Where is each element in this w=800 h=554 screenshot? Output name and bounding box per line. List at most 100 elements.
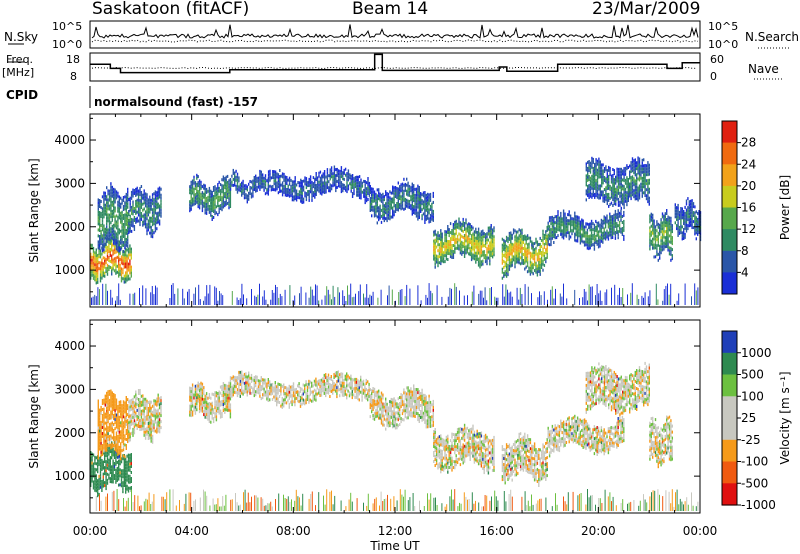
- noise-mark: [102, 283, 104, 305]
- echo-cell: [463, 222, 466, 225]
- echo-cell: [666, 245, 668, 248]
- echo-cell: [505, 238, 508, 242]
- echo-cell: [617, 170, 620, 174]
- echo-cell: [129, 253, 131, 257]
- echo-cell: [477, 239, 480, 243]
- echo-cell: [262, 185, 264, 189]
- echo-cell: [522, 262, 525, 265]
- echo-cell: [637, 171, 639, 175]
- echo-cell: [468, 237, 470, 241]
- echo-cell: [376, 215, 378, 219]
- noise-mark: [668, 294, 670, 305]
- echo-cell: [104, 227, 106, 231]
- echo-cell: [465, 233, 467, 237]
- echo-cell: [521, 261, 523, 265]
- echo-cell: [113, 196, 115, 200]
- echo-cell: [615, 193, 617, 197]
- echo-cell: [475, 245, 477, 249]
- echo-cell: [330, 169, 333, 173]
- echo-cell: [117, 420, 119, 423]
- echo-cell: [433, 239, 435, 243]
- echo-cell: [608, 186, 610, 190]
- echo-cell: [503, 238, 505, 242]
- echo-cell: [588, 235, 590, 239]
- echo-cell: [490, 245, 492, 248]
- echo-cell: [305, 186, 308, 190]
- echo-cell: [207, 201, 209, 205]
- echo-cell: [617, 182, 620, 186]
- echo-cell: [620, 215, 622, 219]
- echo-cell: [588, 184, 590, 187]
- echo-cell: [115, 262, 117, 266]
- echo-cell: [511, 245, 513, 249]
- echo-cell: [380, 220, 383, 224]
- echo-cell: [622, 184, 624, 188]
- echo-cell: [418, 201, 420, 204]
- echo-cell: [193, 178, 195, 182]
- echo-cell: [144, 204, 147, 208]
- noise-mark: [678, 293, 680, 305]
- echo-cell: [592, 178, 594, 182]
- echo-cell: [95, 275, 97, 279]
- echo-cell: [368, 187, 371, 191]
- echo-cell: [606, 175, 608, 179]
- echo-cell: [120, 246, 123, 250]
- echo-cell: [107, 201, 109, 205]
- echo-cell: [610, 224, 612, 228]
- echo-cell: [314, 195, 316, 199]
- echo-cell: [420, 201, 422, 204]
- echo-cell: [612, 174, 614, 177]
- echo-cell: [688, 203, 690, 207]
- echo-cell: [551, 230, 554, 234]
- echo-cell: [390, 215, 392, 219]
- echo-cell: [294, 197, 296, 201]
- echo-cell: [113, 229, 115, 233]
- echo-cell: [518, 258, 520, 262]
- echo-cell: [572, 229, 575, 233]
- echo-cell: [438, 246, 441, 250]
- echo-cell: [107, 435, 109, 439]
- echo-cell: [440, 232, 442, 236]
- echo-cell: [127, 428, 129, 432]
- echo-cell: [442, 242, 445, 246]
- echo-cell: [511, 260, 513, 264]
- echo-cell: [470, 225, 473, 229]
- echo-cell: [588, 169, 590, 172]
- echo-cell: [122, 268, 124, 272]
- echo-cell: [540, 251, 543, 254]
- echo-cell: [604, 216, 607, 220]
- noise-mark: [139, 288, 140, 305]
- echo-cell: [417, 184, 419, 188]
- echo-cell: [127, 456, 130, 460]
- echo-cell: [392, 215, 394, 219]
- echo-cell: [572, 223, 575, 227]
- echo-cell: [469, 223, 471, 227]
- echo-cell: [229, 202, 232, 205]
- echo-cell: [579, 238, 582, 242]
- echo-cell: [120, 460, 123, 464]
- echo-cell: [508, 237, 511, 241]
- echo-cell: [99, 417, 101, 421]
- echo-cell: [277, 179, 280, 183]
- echo-cell: [638, 160, 641, 164]
- echo-cell: [525, 247, 527, 251]
- echo-cell: [564, 233, 566, 237]
- echo-cell: [210, 207, 212, 211]
- echo-cell: [219, 207, 222, 211]
- echo-cell: [512, 246, 515, 250]
- echo-cell: [259, 181, 261, 185]
- echo-cell: [92, 255, 95, 259]
- echo-cell: [605, 177, 607, 181]
- echo-cell: [124, 410, 126, 414]
- echo-cell: [560, 226, 562, 230]
- echo-cell: [120, 475, 123, 479]
- echo-cell: [158, 213, 161, 217]
- echo-cell: [676, 206, 678, 210]
- echo-cell: [437, 240, 439, 244]
- echo-cell: [189, 200, 191, 204]
- echo-cell: [110, 182, 112, 186]
- echo-cell: [107, 189, 109, 193]
- echo-cell: [694, 226, 696, 230]
- echo-cell: [125, 463, 127, 467]
- echo-cell: [434, 265, 436, 269]
